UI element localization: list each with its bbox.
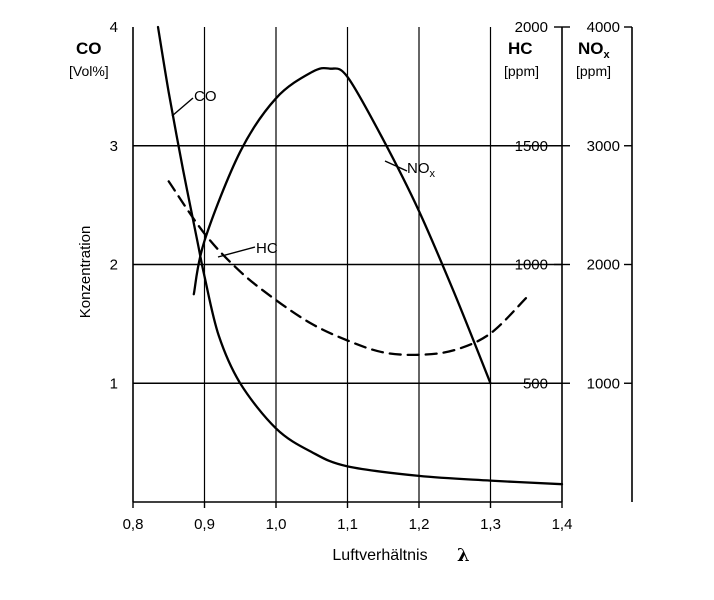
series-co-label: CO xyxy=(194,88,217,105)
series-no-line xyxy=(192,66,492,385)
x-tick-label: 0,9 xyxy=(194,516,215,533)
co-label-leader xyxy=(171,97,194,117)
hc-label-leader xyxy=(217,246,256,258)
co-axis-unit: [Vol%] xyxy=(69,63,109,79)
hc-tick-label: 2000 xyxy=(515,19,548,36)
hc-tick-label: 1500 xyxy=(515,138,548,155)
series-nox-label: NOx xyxy=(407,160,436,180)
series-co-line xyxy=(156,25,564,486)
x-tick-label: 1,4 xyxy=(552,516,573,533)
x-tick-label: 0,8 xyxy=(123,516,144,533)
x-tick-label: 1,3 xyxy=(480,516,501,533)
x-tick-label: 1,1 xyxy=(337,516,358,533)
gridlines xyxy=(133,27,562,502)
co-tick-label: 3 xyxy=(110,138,118,155)
series-hc-label: HC xyxy=(256,240,278,257)
series-hc-line xyxy=(167,180,528,357)
nox-axis-unit: [ppm] xyxy=(576,63,611,79)
nox-tick-label: 4000 xyxy=(587,19,620,36)
axes: 0,8 0,9 1,0 1,1 1,2 1,3 1,4 1 2 3 4 500 1000 1500 2000… xyxy=(69,19,633,566)
x-tick-label: 1,2 xyxy=(409,516,430,533)
nox-tick-label: 1000 xyxy=(587,375,620,392)
nox-tick-label: 3000 xyxy=(587,138,620,155)
x-axis-symbol: λ xyxy=(457,545,470,566)
nox-label-leader xyxy=(384,160,408,172)
hc-tick-label: 1000 xyxy=(515,257,548,274)
nox-axis-title: NOx xyxy=(578,39,611,61)
nox-tick-label: 2000 xyxy=(587,257,620,274)
co-axis-title: CO xyxy=(76,39,102,58)
x-axis-title: Luftverhältnis xyxy=(332,547,427,564)
co-tick-label: 1 xyxy=(110,375,118,392)
labels-layer: CO HC NOx xyxy=(171,88,436,258)
hc-tick-label: 500 xyxy=(523,375,548,392)
co-tick-label: 2 xyxy=(110,257,118,274)
hc-axis-unit: [ppm] xyxy=(504,63,539,79)
co-tick-label: 4 xyxy=(110,19,118,36)
y-axis-title: Konzentration xyxy=(77,226,94,319)
hc-axis-title: HC xyxy=(508,39,533,58)
series-layer xyxy=(156,25,564,486)
x-tick-label: 1,0 xyxy=(266,516,287,533)
